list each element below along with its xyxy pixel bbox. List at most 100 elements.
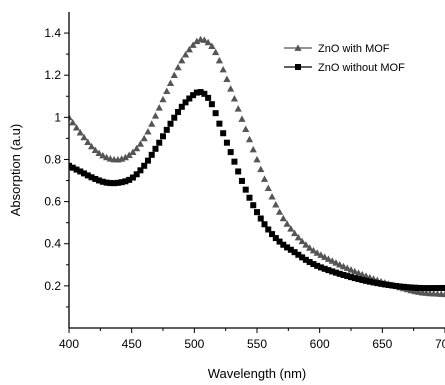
data-point-square [114, 179, 121, 186]
data-point-triangle [324, 255, 333, 262]
data-point-square [152, 145, 159, 152]
data-point-square [329, 268, 336, 275]
data-point-square [182, 99, 189, 106]
data-point-square [208, 101, 215, 108]
data-point-triangle [215, 56, 223, 64]
data-point-triangle [151, 112, 160, 119]
data-point-square [69, 164, 76, 171]
data-point-triangle [347, 266, 355, 273]
data-point-triangle [268, 193, 276, 200]
data-point-triangle [242, 125, 250, 133]
data-point-square [370, 279, 377, 286]
data-point-triangle [170, 71, 178, 78]
data-point-square [261, 221, 268, 228]
data-point-triangle [72, 123, 81, 131]
data-point-square [144, 157, 151, 164]
data-point-triangle [313, 249, 321, 256]
data-point-triangle [69, 113, 73, 121]
x-tick-label: 650 [372, 337, 392, 351]
data-point-triangle [181, 51, 190, 58]
data-point-square [355, 276, 362, 283]
data-point-square [280, 241, 287, 248]
data-point-square [400, 283, 407, 290]
data-point-square [126, 176, 133, 183]
data-point-square [103, 179, 110, 186]
data-point-square [148, 151, 155, 158]
data-point-square [438, 284, 445, 291]
series-layer [69, 35, 445, 298]
data-point-square [363, 277, 370, 284]
legend-label: ZnO without MOF [318, 62, 405, 74]
data-point-square [107, 180, 114, 187]
data-point-square [201, 90, 208, 97]
data-point-square [246, 194, 253, 201]
data-point-triangle [163, 87, 171, 94]
legend-item: ZnO without MOF [284, 62, 405, 74]
data-point-square [291, 249, 298, 256]
y-axis-title: Absorption (a.u) [8, 124, 23, 217]
data-point-triangle [332, 259, 340, 266]
series-2 [69, 89, 445, 292]
data-point-triangle [178, 56, 186, 64]
data-point-triangle [95, 149, 103, 156]
data-point-square [276, 238, 283, 245]
data-point-triangle [309, 246, 317, 254]
data-point-square [186, 95, 193, 102]
data-point-triangle [245, 135, 254, 143]
data-point-square [389, 282, 396, 289]
data-point-square [332, 269, 339, 276]
data-point-square [317, 264, 324, 271]
data-point-triangle [204, 38, 212, 46]
data-point-triangle [91, 146, 99, 153]
legend: ZnO with MOF ZnO without MOF [284, 43, 405, 74]
data-point-triangle [441, 290, 445, 298]
data-point-square [426, 285, 433, 292]
data-point-square [344, 273, 351, 280]
data-point-triangle [80, 133, 88, 141]
data-point-square [302, 256, 309, 263]
data-point-square [408, 284, 415, 291]
y-tick-label: 1.4 [44, 26, 61, 40]
data-point-square [265, 226, 272, 233]
data-point-square [295, 251, 302, 258]
data-point-triangle [144, 128, 152, 135]
data-point-square [197, 89, 204, 96]
data-point-square [122, 178, 129, 185]
data-point-triangle [140, 134, 148, 142]
legend-item: ZnO with MOF [284, 43, 390, 55]
data-point-square [423, 285, 430, 292]
legend-triangle-marker [294, 44, 302, 51]
data-point-square [430, 285, 437, 292]
data-point-square [160, 133, 166, 140]
x-tick-label: 450 [122, 337, 142, 351]
data-point-triangle [291, 229, 299, 237]
y-tick-label: 0.6 [44, 195, 61, 209]
data-point-square [205, 94, 212, 101]
y-tick-label: 0.2 [44, 279, 61, 293]
data-point-triangle [129, 148, 137, 155]
data-point-square [137, 167, 144, 174]
data-point-triangle [174, 63, 182, 71]
data-point-square [167, 120, 174, 127]
legend-square-marker [295, 64, 301, 70]
data-point-square [257, 215, 264, 222]
data-point-square [175, 108, 182, 115]
y-tick-label: 1.2 [44, 68, 61, 82]
data-point-square [77, 168, 84, 175]
data-point-square [163, 126, 170, 133]
data-point-triangle [283, 220, 291, 227]
data-point-square [129, 174, 136, 181]
data-point-triangle [166, 79, 175, 86]
series-1 [69, 35, 445, 298]
data-point-triangle [230, 95, 239, 102]
data-point-square [171, 114, 178, 121]
data-point-square [212, 110, 219, 117]
data-point-square [351, 275, 358, 282]
data-point-square [348, 274, 354, 281]
x-tick-label: 500 [184, 337, 204, 351]
data-point-square [220, 130, 227, 137]
data-point-square [314, 262, 321, 269]
data-point-square [242, 186, 249, 193]
legend-label: ZnO with MOF [318, 43, 390, 55]
data-point-square [235, 168, 242, 175]
